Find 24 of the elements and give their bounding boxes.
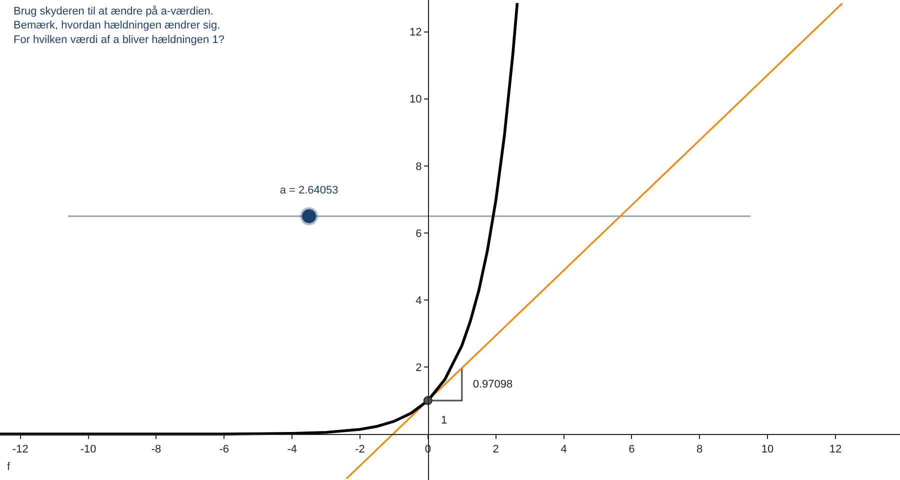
y-tick-label: 10 — [409, 94, 422, 106]
text: Brug skyderen til at ændre på a-værdien. Bemærk, hvordan hældningen ændrer sig. For hvilken værdi af a bliver hældningen 1? — [14, 5, 224, 46]
x-tick-label: -6 — [219, 443, 230, 456]
x-tick-label: 6 — [628, 443, 635, 456]
annotation: 1 — [441, 414, 448, 427]
y-tick-label: 2 — [416, 362, 422, 374]
line-series — [0, 2, 519, 436]
x-tick-label: 12 — [829, 443, 842, 456]
x-tick-label: 2 — [492, 443, 499, 456]
y-tick-label: 12 — [409, 26, 422, 39]
x-tick-label: -2 — [355, 443, 365, 456]
x-tick-label: 10 — [761, 443, 774, 456]
x-tick-label: 8 — [696, 443, 703, 456]
x-tick-label: -12 — [12, 443, 28, 456]
annotation: f — [7, 461, 11, 473]
annotation: 0.97098 — [472, 378, 513, 390]
x-tick-label: -4 — [287, 443, 297, 456]
x-tick-label: -8 — [151, 443, 162, 456]
y-tick-label: 8 — [416, 160, 422, 173]
annotation: a = 2.64053 — [280, 184, 338, 197]
y-tick-label: 6 — [416, 228, 422, 240]
y-tick-label: 4 — [416, 294, 422, 307]
x-tick-label: 4 — [560, 443, 567, 456]
x-tick-label: -10 — [80, 443, 96, 456]
